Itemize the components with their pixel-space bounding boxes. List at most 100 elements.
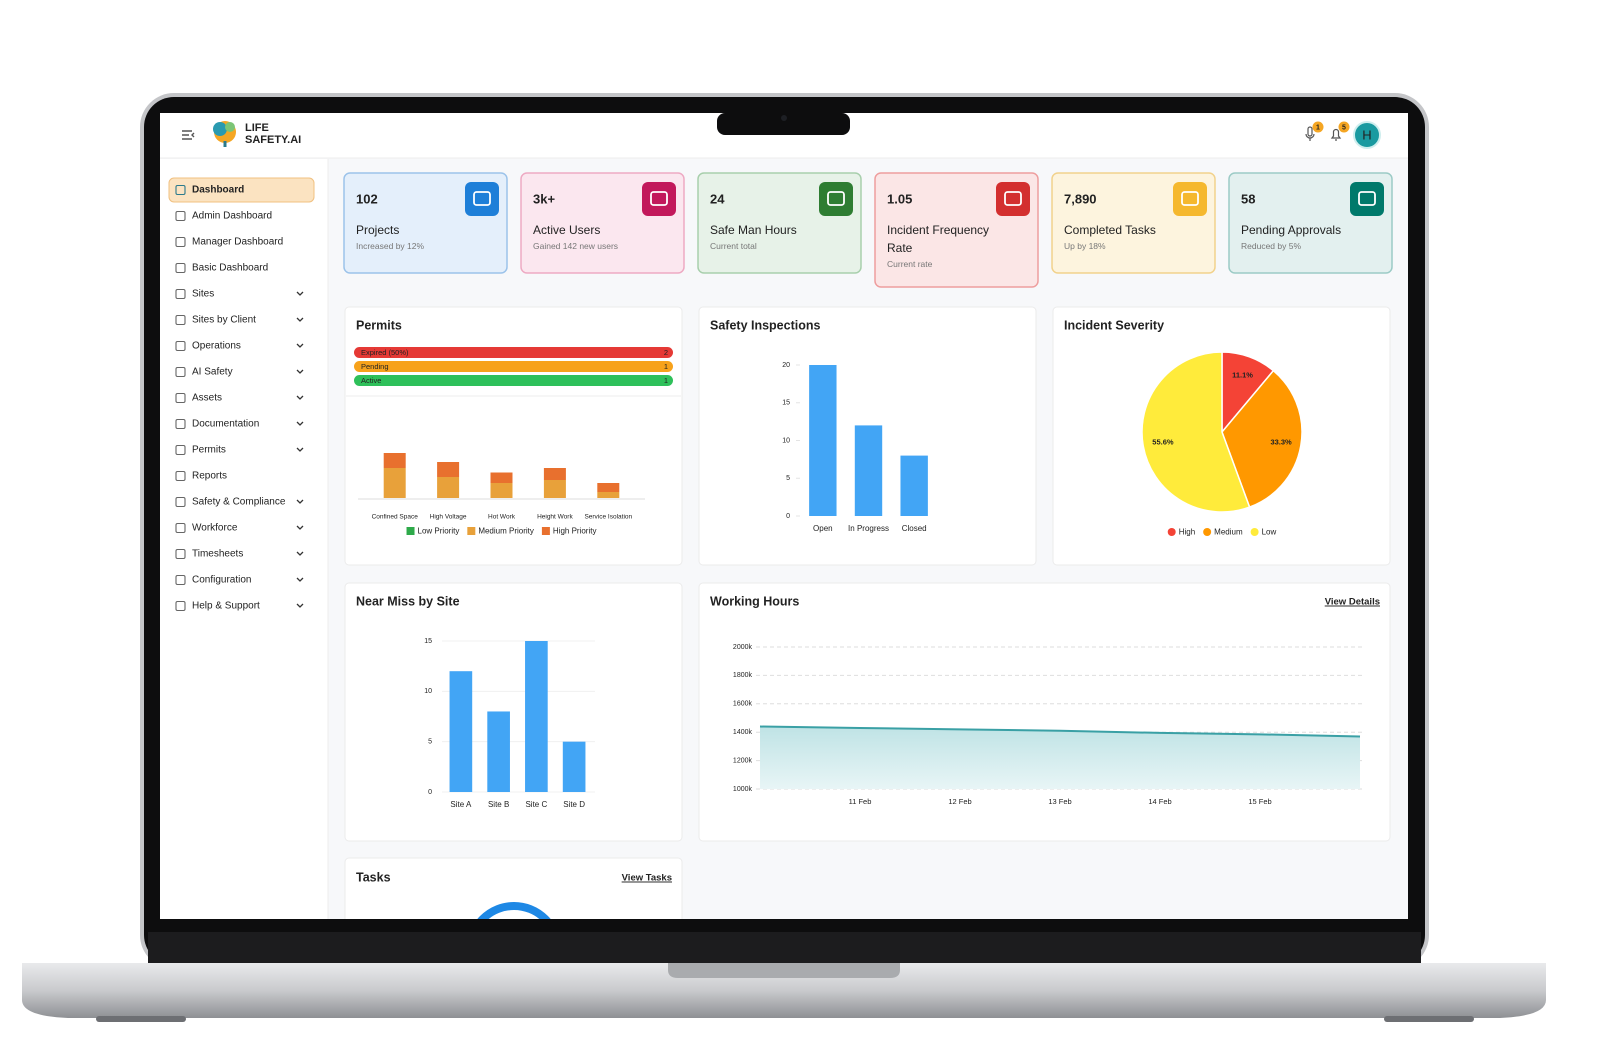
menu-toggle[interactable] — [182, 130, 195, 140]
nav-chevron — [296, 343, 304, 348]
panel-title: Working Hours — [710, 594, 799, 608]
nav-icon — [175, 184, 186, 196]
nav-label: Timesheets — [192, 549, 243, 560]
nav-item[interactable]: Operations — [175, 340, 304, 352]
laptop-base — [22, 963, 1546, 1018]
mic-badge — [1312, 121, 1324, 133]
y-tick-label: 1400k — [733, 729, 753, 736]
stat-card: 24 Safe Man Hours Current total — [697, 172, 862, 274]
stat-icon — [819, 182, 853, 216]
x-tick-label: 15 Feb — [1248, 797, 1271, 806]
y-tick-label: 1800k — [733, 672, 753, 679]
view-details-link[interactable]: View Details — [1325, 597, 1380, 608]
pie-label: 11.1% — [1232, 371, 1253, 380]
nav-label: Admin Dashboard — [192, 211, 272, 222]
nav-item[interactable]: Sites — [175, 288, 304, 300]
legend-swatch — [406, 527, 415, 535]
nav-active-bg — [168, 177, 315, 203]
pie-slice — [1221, 369, 1303, 509]
foot — [96, 1016, 186, 1022]
nav-item[interactable]: Help & Support — [175, 601, 304, 612]
nav-chevron — [296, 603, 304, 608]
pie-slice — [1141, 351, 1251, 513]
avatar[interactable] — [1353, 121, 1381, 149]
nav-item[interactable]: Documentation — [175, 418, 304, 430]
nav-label: Dashboard — [192, 185, 244, 196]
nav-icon — [175, 496, 186, 508]
bar-segment — [490, 483, 513, 498]
legend-label: Low Priority — [418, 527, 460, 536]
bar — [449, 671, 473, 792]
stat-text-wrap: Incident Frequency Rate Current rate — [887, 221, 999, 271]
bar — [900, 455, 928, 516]
stat-text: Incident Frequency Rate Current rate — [887, 221, 999, 271]
y-tick-label: 15 — [424, 638, 432, 645]
logo-brain — [213, 122, 227, 136]
stat-icon-glyph — [1358, 191, 1376, 206]
stat-sub: Increased by 12% — [356, 241, 425, 251]
line — [759, 725, 1361, 738]
mic-icon[interactable] — [1305, 126, 1315, 141]
nav-icon — [175, 236, 186, 248]
permit-status-label: Expired (50%) — [361, 348, 409, 357]
camera — [781, 115, 787, 121]
permit-status-count: 1 — [664, 376, 668, 385]
stat-value: 24 — [710, 191, 725, 206]
stat-sub: Reduced by 5% — [1241, 241, 1302, 251]
bar — [562, 741, 586, 792]
nav-item[interactable]: Dashboard — [168, 177, 315, 203]
nav-item[interactable]: Admin Dashboard — [175, 210, 272, 222]
nav-item[interactable]: Safety & Compliance — [175, 496, 304, 508]
nav-item[interactable]: Basic Dashboard — [175, 262, 268, 274]
nav-item[interactable]: Reports — [175, 471, 227, 482]
x-tick-label: Closed — [902, 524, 927, 533]
nav-item[interactable]: Sites by Client — [175, 315, 304, 326]
nav-item[interactable]: Assets — [175, 393, 304, 404]
nav-label: Manager Dashboard — [192, 237, 283, 248]
permit-status-bar — [354, 347, 673, 358]
nav-label: Sites — [192, 289, 214, 300]
nav-icon — [175, 288, 186, 300]
nav-item[interactable]: AI Safety — [175, 367, 304, 378]
bar — [525, 641, 548, 792]
nav-item[interactable]: Workforce — [175, 523, 304, 534]
x-tick-label: High Voltage — [430, 514, 467, 521]
y-tick-label: 15 — [782, 400, 790, 407]
sidebar — [160, 159, 328, 919]
nav-item[interactable]: Manager Dashboard — [175, 236, 283, 248]
bell-icon[interactable] — [1330, 128, 1342, 141]
nav-item[interactable]: Permits — [175, 445, 304, 456]
base-notch — [668, 963, 900, 978]
view-tasks-link[interactable]: View Tasks — [622, 873, 672, 884]
stat-value: 58 — [1241, 191, 1255, 206]
bar-segment — [543, 480, 566, 498]
stat-icon-glyph — [473, 191, 491, 206]
hinge — [148, 932, 1421, 963]
nav-chevron — [296, 291, 304, 296]
stat-sub: Gained 142 new users — [533, 241, 619, 251]
nav-chevron — [296, 577, 304, 582]
nav-item[interactable]: Timesheets — [175, 549, 304, 560]
stat-value: 3k+ — [533, 191, 555, 206]
nav-icon — [175, 340, 186, 352]
nav-item[interactable]: Configuration — [175, 574, 304, 586]
stat-value: 102 — [356, 191, 378, 206]
x-tick-label: In Progress — [848, 524, 889, 533]
stat-icon — [642, 182, 676, 216]
nav-icon — [175, 418, 186, 430]
panel-title: Incident Severity — [1064, 318, 1164, 332]
pie-label: 55.6% — [1152, 437, 1174, 446]
nav-icon — [175, 262, 186, 274]
nav-icon — [175, 210, 186, 222]
nav-icon — [175, 574, 186, 586]
nav-label: AI Safety — [192, 367, 233, 378]
stat-icon — [1350, 182, 1384, 216]
bar — [854, 425, 883, 516]
stat-text-wrap: Active Users Gained 142 new users — [533, 221, 645, 253]
stat-text: Completed Tasks Up by 18% — [1064, 223, 1156, 251]
x-tick-label: Site C — [525, 800, 547, 809]
legend-swatch — [467, 527, 476, 535]
x-tick-label: Site A — [450, 800, 472, 809]
